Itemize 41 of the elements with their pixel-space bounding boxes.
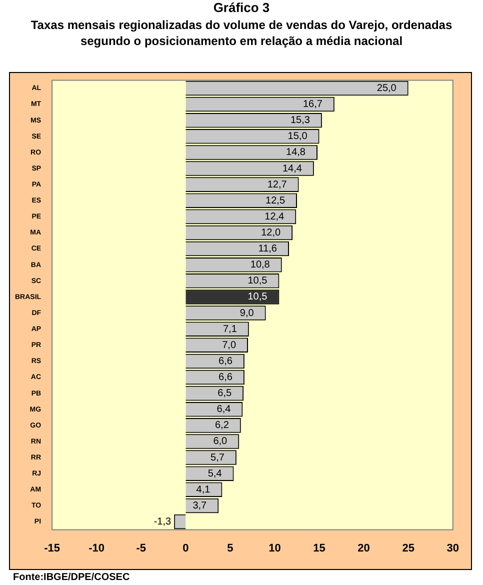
data-label: 12,4 — [264, 211, 285, 222]
x-tick-label: 30 — [446, 542, 460, 554]
chart-subtitle: Taxas mensais regionalizadas do volume de vendas do Varejo, ordenadas segundo o posicionamento em relação a média nacional — [30, 17, 454, 49]
data-label: 12,0 — [261, 227, 281, 238]
data-label: 10,5 — [248, 292, 268, 303]
x-tick-label: -5 — [136, 542, 146, 554]
x-tick-label: -15 — [44, 542, 60, 554]
data-label: 9,0 — [240, 308, 254, 319]
x-tick-label: 5 — [227, 542, 234, 554]
x-tick-label: -10 — [88, 542, 105, 554]
data-label: 6,5 — [218, 388, 232, 400]
data-label: 6,0 — [213, 436, 228, 448]
data-label: 6,4 — [216, 404, 232, 416]
data-label: 3,7 — [192, 500, 208, 512]
x-tick-label: 20 — [358, 542, 370, 554]
data-label: 25,0 — [376, 82, 397, 94]
data-label: 12,5 — [266, 195, 286, 206]
data-label: 7,1 — [223, 324, 238, 335]
data-label: 6,6 — [218, 356, 233, 367]
data-label: 12,7 — [267, 179, 288, 190]
data-label: -1,3 — [154, 516, 172, 528]
data-label: 15,3 — [290, 115, 310, 126]
data-label: 14,4 — [282, 163, 302, 174]
data-label: 10,8 — [250, 260, 270, 271]
data-label: 7,0 — [222, 340, 236, 351]
chart-title: Gráfico 3 — [212, 0, 271, 16]
data-label: 5,7 — [210, 452, 225, 464]
source-note: Fonte:IBGE/DPE/COSEC — [13, 572, 130, 584]
data-label: 15,0 — [288, 131, 308, 142]
x-tick-label: 25 — [402, 542, 414, 554]
data-label: 11,6 — [258, 244, 278, 255]
x-tick-label: 10 — [268, 542, 281, 554]
data-label: 10,5 — [248, 276, 268, 287]
data-label: 5,4 — [208, 468, 222, 480]
data-label: 6,6 — [218, 372, 233, 384]
data-label: 4,1 — [196, 484, 211, 496]
x-tick-label: 15 — [313, 542, 326, 554]
data-label: 14,8 — [286, 147, 306, 158]
data-label: 16,7 — [302, 99, 323, 110]
data-label: 6,2 — [214, 420, 230, 432]
x-tick-label: 0 — [182, 542, 189, 554]
